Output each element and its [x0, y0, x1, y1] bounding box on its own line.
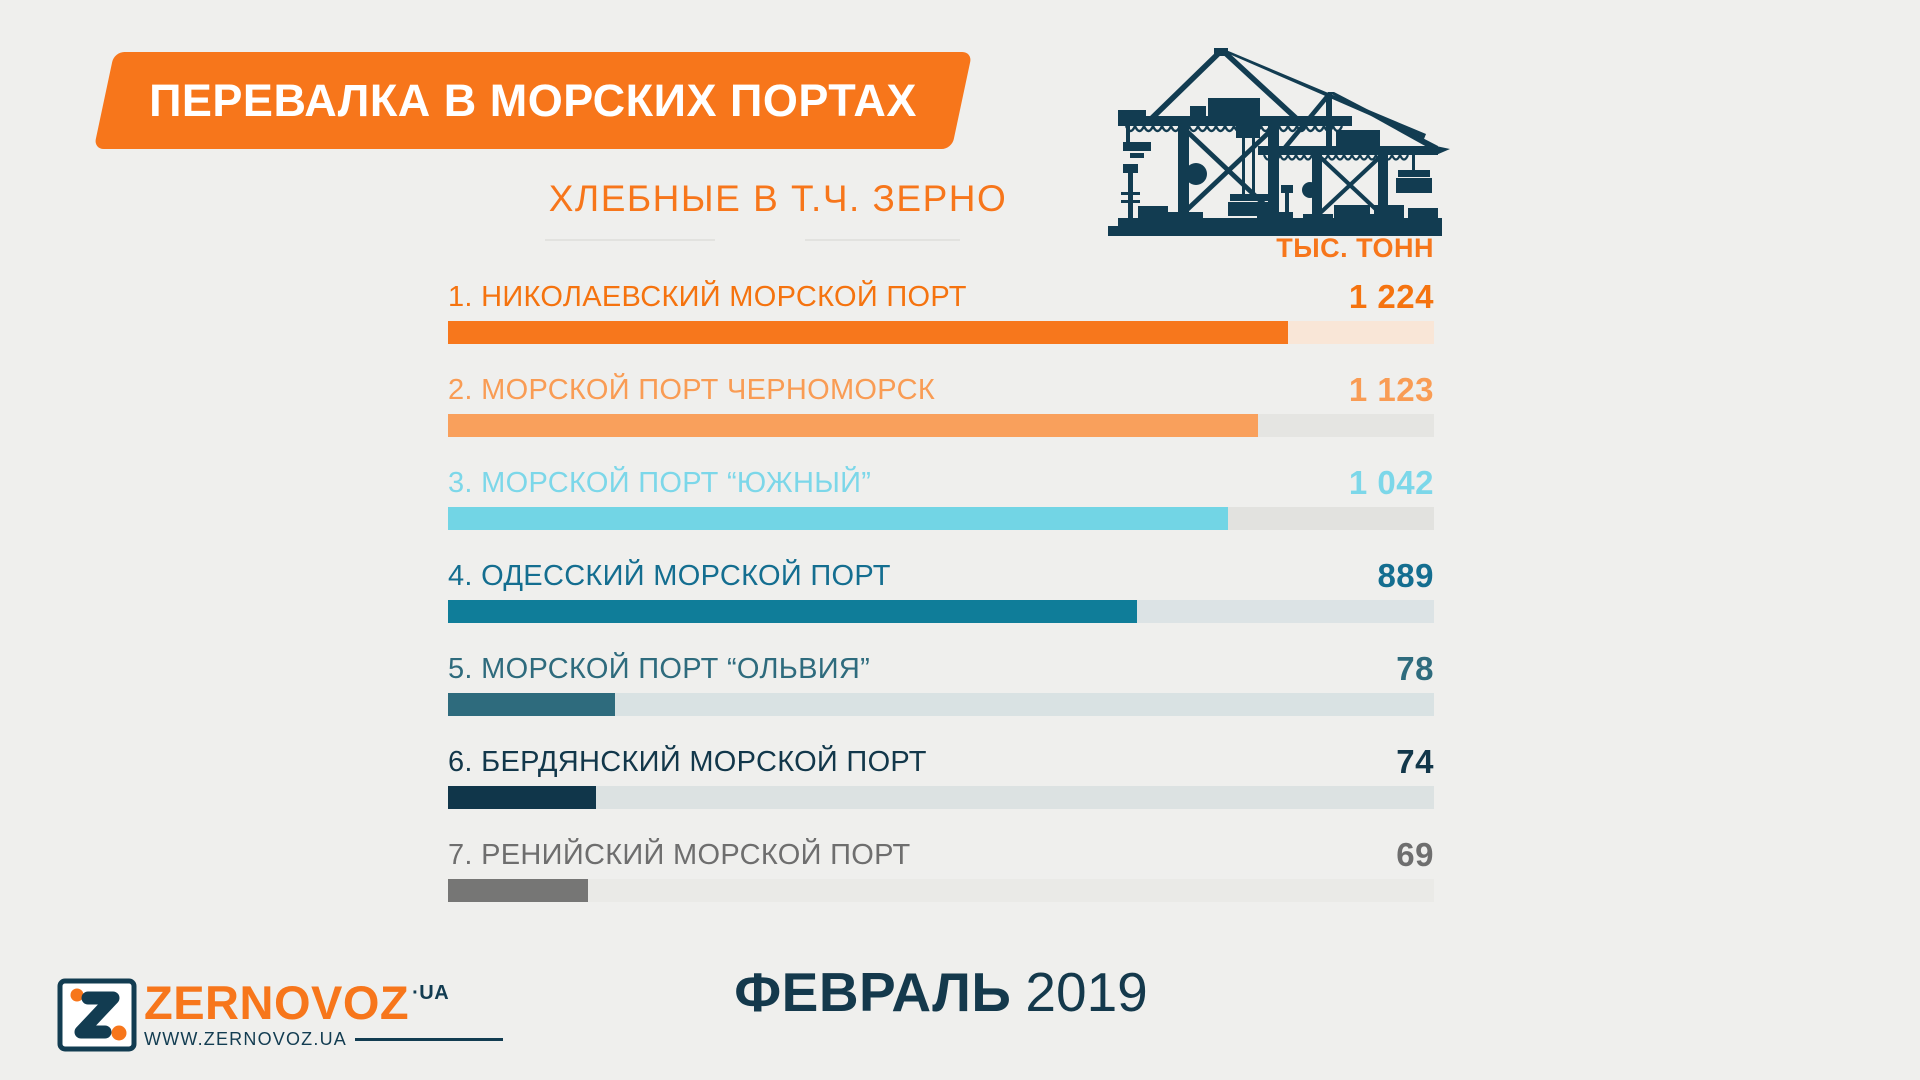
period-month: ФЕВРАЛЬ — [734, 961, 1012, 1023]
port-row: 6. БЕРДЯНСКИЙ МОРСКОЙ ПОРТ 74 — [448, 737, 1434, 830]
brand-logo: ZERNOVOZ ·UA WWW.ZERNOVOZ.UA — [57, 978, 503, 1052]
subtitle-underline-left — [545, 239, 715, 241]
brand-underline — [354, 1037, 503, 1041]
cranes-icon — [1108, 48, 1450, 236]
port-value: 1 042 — [1348, 463, 1434, 501]
port-row-head: 6. БЕРДЯНСКИЙ МОРСКОЙ ПОРТ 74 — [448, 737, 1434, 777]
bar-track — [448, 321, 1434, 344]
port-label: 2. МОРСКОЙ ПОРТ ЧЕРНОМОРСК — [448, 374, 936, 406]
port-label: 3. МОРСКОЙ ПОРТ “ЮЖНЫЙ” — [448, 467, 872, 499]
port-value: 69 — [1396, 835, 1434, 873]
port-row: 3. МОРСКОЙ ПОРТ “ЮЖНЫЙ” 1 042 — [448, 458, 1434, 551]
title-banner: ПЕРЕВАЛКА В МОРСКИХ ПОРТАХ — [93, 52, 973, 149]
brand-text: ZERNOVOZ ·UA WWW.ZERNOVOZ.UA — [144, 979, 503, 1052]
page-title: ПЕРЕВАЛКА В МОРСКИХ ПОРТАХ — [149, 74, 917, 126]
port-row-head: 4. ОДЕССКИЙ МОРСКОЙ ПОРТ 889 — [448, 551, 1434, 591]
period-year: 2019 — [1025, 961, 1148, 1023]
bar-track — [448, 600, 1434, 623]
bars: 1. НИКОЛАЕВСКИЙ МОРСКОЙ ПОРТ 1 224 2. МОРС… — [448, 272, 1434, 923]
port-value: 74 — [1396, 742, 1434, 780]
bar-fill — [448, 507, 1228, 530]
port-label: 7. РЕНИЙСКИЙ МОРСКОЙ ПОРТ — [448, 839, 911, 871]
period: ФЕВРАЛЬ 2019 — [448, 960, 1434, 1024]
bar-track — [448, 414, 1434, 437]
bar-track — [448, 786, 1434, 809]
port-row: 1. НИКОЛАЕВСКИЙ МОРСКОЙ ПОРТ 1 224 — [448, 272, 1434, 365]
port-label: 1. НИКОЛАЕВСКИЙ МОРСКОЙ ПОРТ — [448, 281, 967, 313]
port-row-head: 2. МОРСКОЙ ПОРТ ЧЕРНОМОРСК 1 123 — [448, 365, 1434, 405]
port-label: 6. БЕРДЯНСКИЙ МОРСКОЙ ПОРТ — [448, 746, 927, 778]
port-value: 78 — [1396, 649, 1434, 687]
port-row-head: 3. МОРСКОЙ ПОРТ “ЮЖНЫЙ” 1 042 — [448, 458, 1434, 498]
port-value: 1 123 — [1348, 370, 1434, 408]
bar-fill — [448, 879, 588, 902]
port-row: 5. МОРСКОЙ ПОРТ “ОЛЬВИЯ” 78 — [448, 644, 1434, 737]
bar-track — [448, 693, 1434, 716]
bar-fill — [448, 600, 1138, 623]
bar-fill — [448, 414, 1258, 437]
brand-suffix: ·UA — [412, 982, 450, 1004]
brand-website: WWW.ZERNOVOZ.UA — [144, 1029, 347, 1049]
subtitle-underline-right — [805, 239, 960, 241]
bar-track — [448, 879, 1434, 902]
port-row-head: 1. НИКОЛАЕВСКИЙ МОРСКОЙ ПОРТ 1 224 — [448, 272, 1434, 312]
port-value: 889 — [1377, 556, 1434, 594]
bar-track — [448, 507, 1434, 530]
port-row-head: 5. МОРСКОЙ ПОРТ “ОЛЬВИЯ” 78 — [448, 644, 1434, 684]
port-label: 5. МОРСКОЙ ПОРТ “ОЛЬВИЯ” — [448, 653, 871, 685]
port-value: 1 224 — [1348, 277, 1434, 315]
page-subtitle: ХЛЕБНЫЕ В Т.Ч. ЗЕРНО — [548, 178, 1008, 219]
port-row-head: 7. РЕНИЙСКИЙ МОРСКОЙ ПОРТ 69 — [448, 830, 1434, 870]
port-label: 4. ОДЕССКИЙ МОРСКОЙ ПОРТ — [448, 560, 891, 592]
bar-fill — [448, 321, 1289, 344]
z-logo-icon — [57, 978, 137, 1052]
brand-wordmark: ZERNOVOZ — [144, 976, 410, 1029]
bar-fill — [448, 786, 596, 809]
bar-fill — [448, 693, 615, 716]
port-cranes-illustration — [1090, 22, 1450, 242]
port-row: 2. МОРСКОЙ ПОРТ ЧЕРНОМОРСК 1 123 — [448, 365, 1434, 458]
unit-label: ТЫС. ТОНН — [1276, 233, 1434, 263]
port-row: 7. РЕНИЙСКИЙ МОРСКОЙ ПОРТ 69 — [448, 830, 1434, 923]
port-row: 4. ОДЕССКИЙ МОРСКОЙ ПОРТ 889 — [448, 551, 1434, 644]
